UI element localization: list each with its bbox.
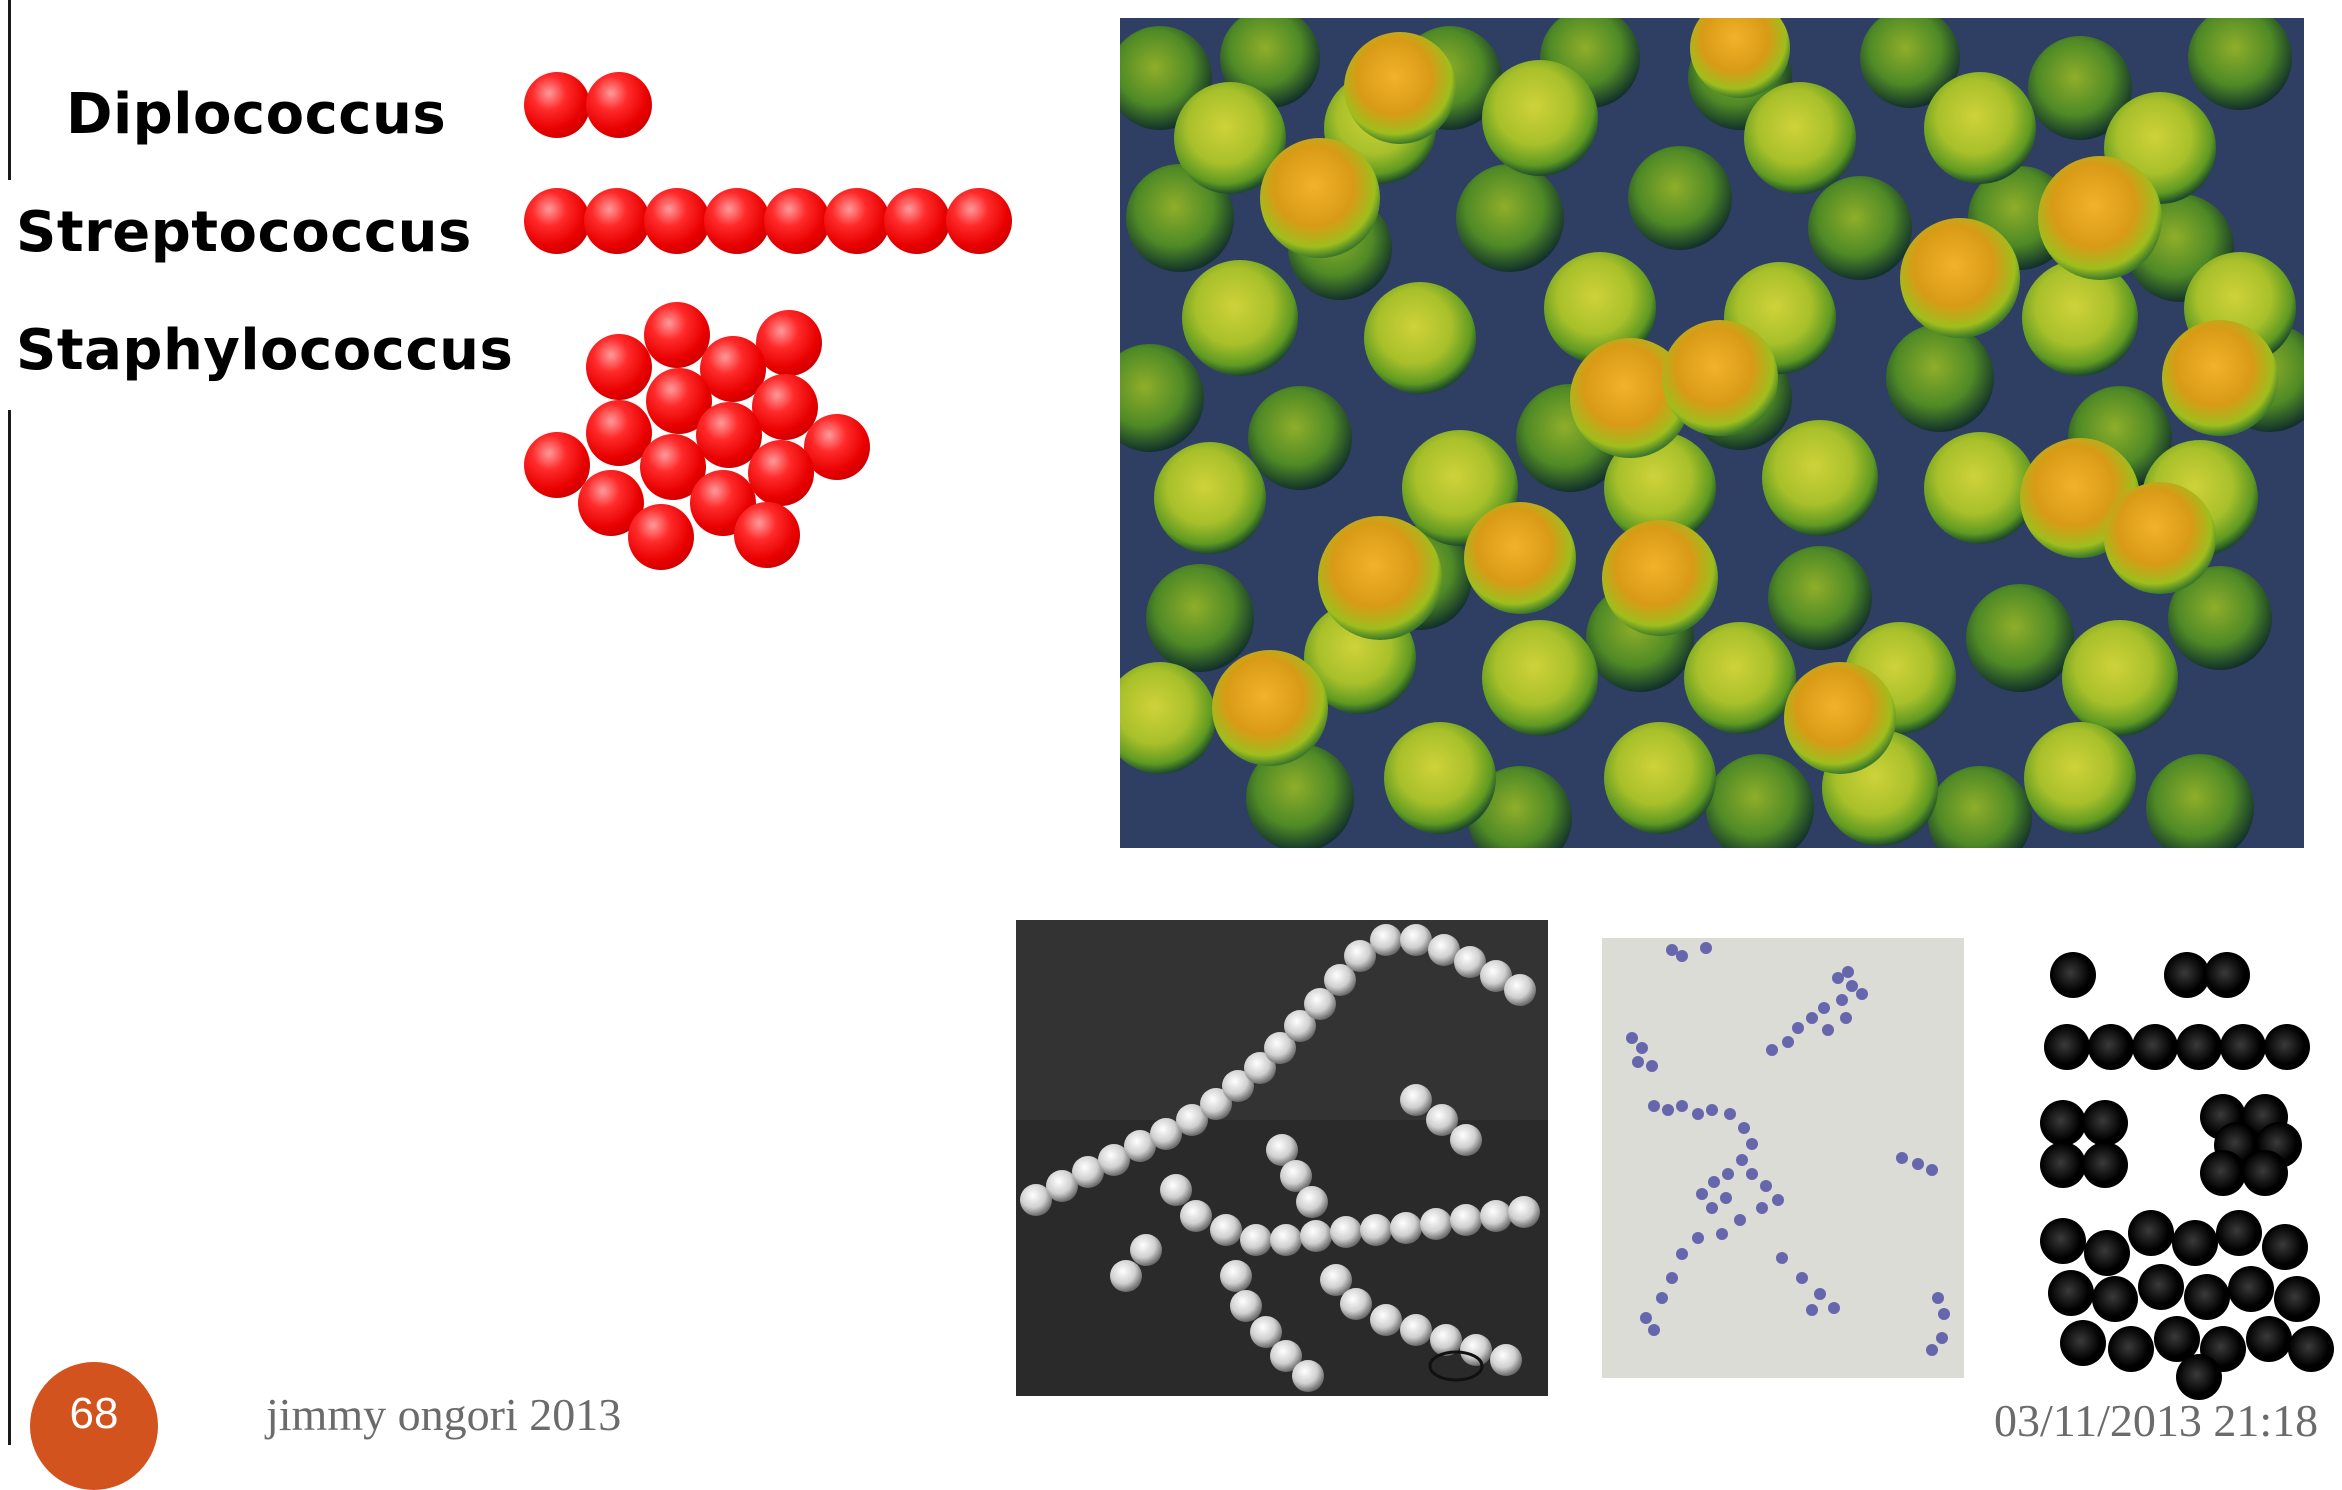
diagram-coccus [2108, 1326, 2154, 1372]
page-number: 68 [69, 1389, 119, 1438]
diagram-coccus [2092, 1276, 2138, 1322]
diagram-coccus [2128, 1210, 2174, 1256]
diagram-coccus [2246, 1316, 2292, 1362]
coccus-ball [748, 440, 814, 506]
diagram-coccus [2082, 1100, 2128, 1146]
page-number-badge: 68 [30, 1362, 158, 1490]
coccus-ball [884, 188, 950, 254]
diagram-coccus [2164, 952, 2210, 998]
diagram-coccus [2220, 1024, 2266, 1070]
main-micrograph-image [1120, 18, 2304, 860]
diagram-coccus [2040, 1100, 2086, 1146]
diagram-coccus [2082, 1142, 2128, 1188]
coccus-ball [586, 334, 652, 400]
diagram-coccus [2048, 1270, 2094, 1316]
footer-author: jimmy ongori 2013 [266, 1389, 622, 1440]
label-staphylococcus: Staphylococcus [16, 318, 514, 383]
diagram-coccus [2176, 1354, 2222, 1400]
coccus-ball [734, 502, 800, 568]
diagram-coccus [2172, 1220, 2218, 1266]
diagram-coccus [2060, 1320, 2106, 1366]
diagram-coccus [2242, 1150, 2288, 1196]
arrangement-diagram [2028, 940, 2342, 1400]
diagram-coccus [2262, 1224, 2308, 1270]
footer-datetime: 03/11/2013 21:18 [1994, 1395, 2319, 1446]
diagram-coccus [2050, 952, 2096, 998]
main-micrograph-svg [1120, 18, 2304, 860]
coccus-ball [704, 188, 770, 254]
coccus-ball [524, 432, 590, 498]
diagram-coccus [2132, 1024, 2178, 1070]
coccus-ball [756, 310, 822, 376]
coccus-ball [584, 188, 650, 254]
diagram-coccus [2228, 1266, 2274, 1312]
label-diplococcus: Diplococcus [66, 82, 447, 147]
diagram-coccus [2288, 1326, 2334, 1372]
coccus-ball [644, 188, 710, 254]
diagram-coccus [2040, 1218, 2086, 1264]
coccus-ball [764, 188, 830, 254]
coccus-ball [752, 374, 818, 440]
cluster-micrograph-svg [1602, 938, 1964, 1378]
coccus-ball [824, 188, 890, 254]
diagram-coccus [2138, 1264, 2184, 1310]
diagram-coccus [2040, 1142, 2086, 1188]
coccus-ball [644, 302, 710, 368]
diagram-coccus [2084, 1230, 2130, 1276]
diagram-coccus [2088, 1024, 2134, 1070]
diagram-coccus [2274, 1276, 2320, 1322]
chain-micrograph-image [1016, 920, 1548, 1396]
coccus-ball [804, 414, 870, 480]
cluster-micrograph-image [1602, 938, 1964, 1378]
slide-left-rule-bottom [8, 410, 11, 1445]
diagram-coccus [2200, 1150, 2246, 1196]
chain-micrograph-svg [1016, 920, 1548, 1396]
diagram-coccus [2184, 1274, 2230, 1320]
diagram-coccus [2216, 1210, 2262, 1256]
diagram-coccus [2264, 1024, 2310, 1070]
diagram-coccus [2204, 952, 2250, 998]
coccus-ball [586, 72, 652, 138]
label-streptococcus: Streptococcus [16, 200, 472, 265]
coccus-ball [946, 188, 1012, 254]
slide-left-rule-top [8, 0, 11, 180]
coccus-ball [524, 72, 590, 138]
diagram-coccus [2176, 1024, 2222, 1070]
coccus-ball [628, 504, 694, 570]
coccus-ball [524, 188, 590, 254]
diagram-coccus [2044, 1024, 2090, 1070]
